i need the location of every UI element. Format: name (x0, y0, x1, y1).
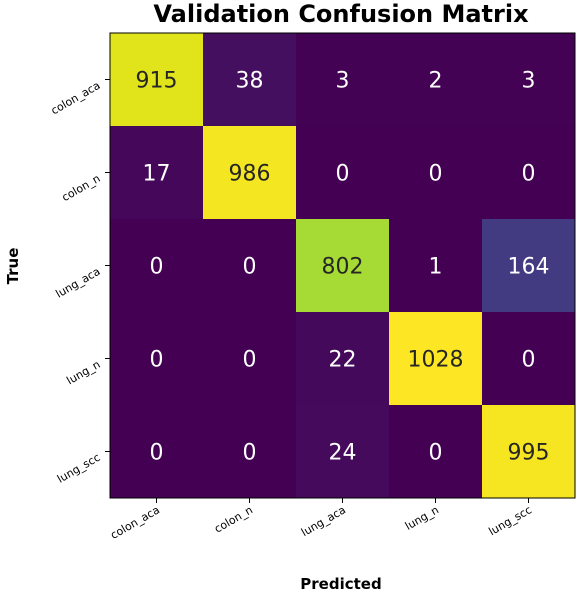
cell-1-3 (389, 126, 482, 219)
cell-value-0-1: 38 (236, 69, 264, 94)
heatmap-cells: 915 38 3 2 3 17 986 0 0 0 0 0 802 1 164 0 0 22 1028 0 0 0 24 0 9… (110, 33, 575, 498)
x-tick-label-2: lung_aca (299, 503, 348, 539)
cell-2-3 (389, 219, 482, 312)
cell-value-4-0: 0 (150, 441, 164, 466)
cell-value-3-4: 0 (522, 348, 536, 373)
cell-4-3 (389, 405, 482, 498)
cell-value-0-0: 915 (136, 69, 178, 94)
cell-value-0-2: 3 (336, 69, 350, 94)
y-tick-label-2: lung_aca (54, 265, 103, 301)
cell-4-1 (203, 405, 296, 498)
x-tick-label-0: colon_aca (108, 503, 162, 542)
cell-4-0 (110, 405, 203, 498)
cell-value-3-3: 1028 (408, 348, 464, 373)
cell-value-0-4: 3 (522, 69, 536, 94)
cell-1-1 (203, 126, 296, 219)
cell-value-2-1: 0 (243, 255, 257, 280)
y-tick-label-0: colon_aca (49, 79, 103, 118)
cell-3-2 (296, 312, 389, 405)
y-tick-label-4: lung_scc (55, 451, 102, 486)
cell-0-0 (110, 33, 203, 126)
cell-2-0 (110, 219, 203, 312)
cell-value-2-4: 164 (508, 255, 550, 280)
cell-value-4-3: 0 (429, 441, 443, 466)
cell-value-2-0: 0 (150, 255, 164, 280)
cell-0-2 (296, 33, 389, 126)
cell-2-1 (203, 219, 296, 312)
x-tick-label-1: colon_n (212, 503, 255, 535)
cell-3-4 (482, 312, 575, 405)
cell-2-4 (482, 219, 575, 312)
y-tick-label-1: colon_n (60, 172, 103, 204)
cell-value-4-2: 24 (329, 441, 357, 466)
cell-value-1-1: 986 (229, 162, 271, 187)
cell-3-1 (203, 312, 296, 405)
chart-title: Validation Confusion Matrix (153, 0, 529, 28)
cell-value-3-0: 0 (150, 348, 164, 373)
cell-value-4-1: 0 (243, 441, 257, 466)
cell-value-3-1: 0 (243, 348, 257, 373)
cell-value-1-0: 17 (143, 162, 171, 187)
cell-value-0-3: 2 (429, 69, 443, 94)
cell-3-0 (110, 312, 203, 405)
y-axis-label: True (4, 248, 22, 285)
cell-value-2-3: 1 (429, 255, 443, 280)
x-tick-label-3: lung_n (403, 503, 441, 532)
cell-1-0 (110, 126, 203, 219)
cell-4-4 (482, 405, 575, 498)
x-axis-label: Predicted (300, 575, 381, 593)
cell-value-3-2: 22 (329, 348, 357, 373)
cell-4-2 (296, 405, 389, 498)
cell-value-4-4: 995 (508, 441, 550, 466)
cell-value-1-4: 0 (522, 162, 536, 187)
cell-value-1-3: 0 (429, 162, 443, 187)
y-tick-label-3: lung_n (64, 358, 102, 387)
cell-0-1 (203, 33, 296, 126)
y-axis-ticks: colon_aca colon_n lung_aca lung_n lung_scc (49, 79, 110, 486)
cell-1-4 (482, 126, 575, 219)
cell-0-3 (389, 33, 482, 126)
cell-1-2 (296, 126, 389, 219)
cell-3-3 (389, 312, 482, 405)
x-tick-label-4: lung_scc (487, 503, 534, 538)
cell-0-4 (482, 33, 575, 126)
cell-value-2-2: 802 (322, 255, 364, 280)
cell-value-1-2: 0 (336, 162, 350, 187)
x-axis-ticks: colon_aca colon_n lung_aca lung_n lung_scc (108, 498, 534, 542)
cell-2-2 (296, 219, 389, 312)
